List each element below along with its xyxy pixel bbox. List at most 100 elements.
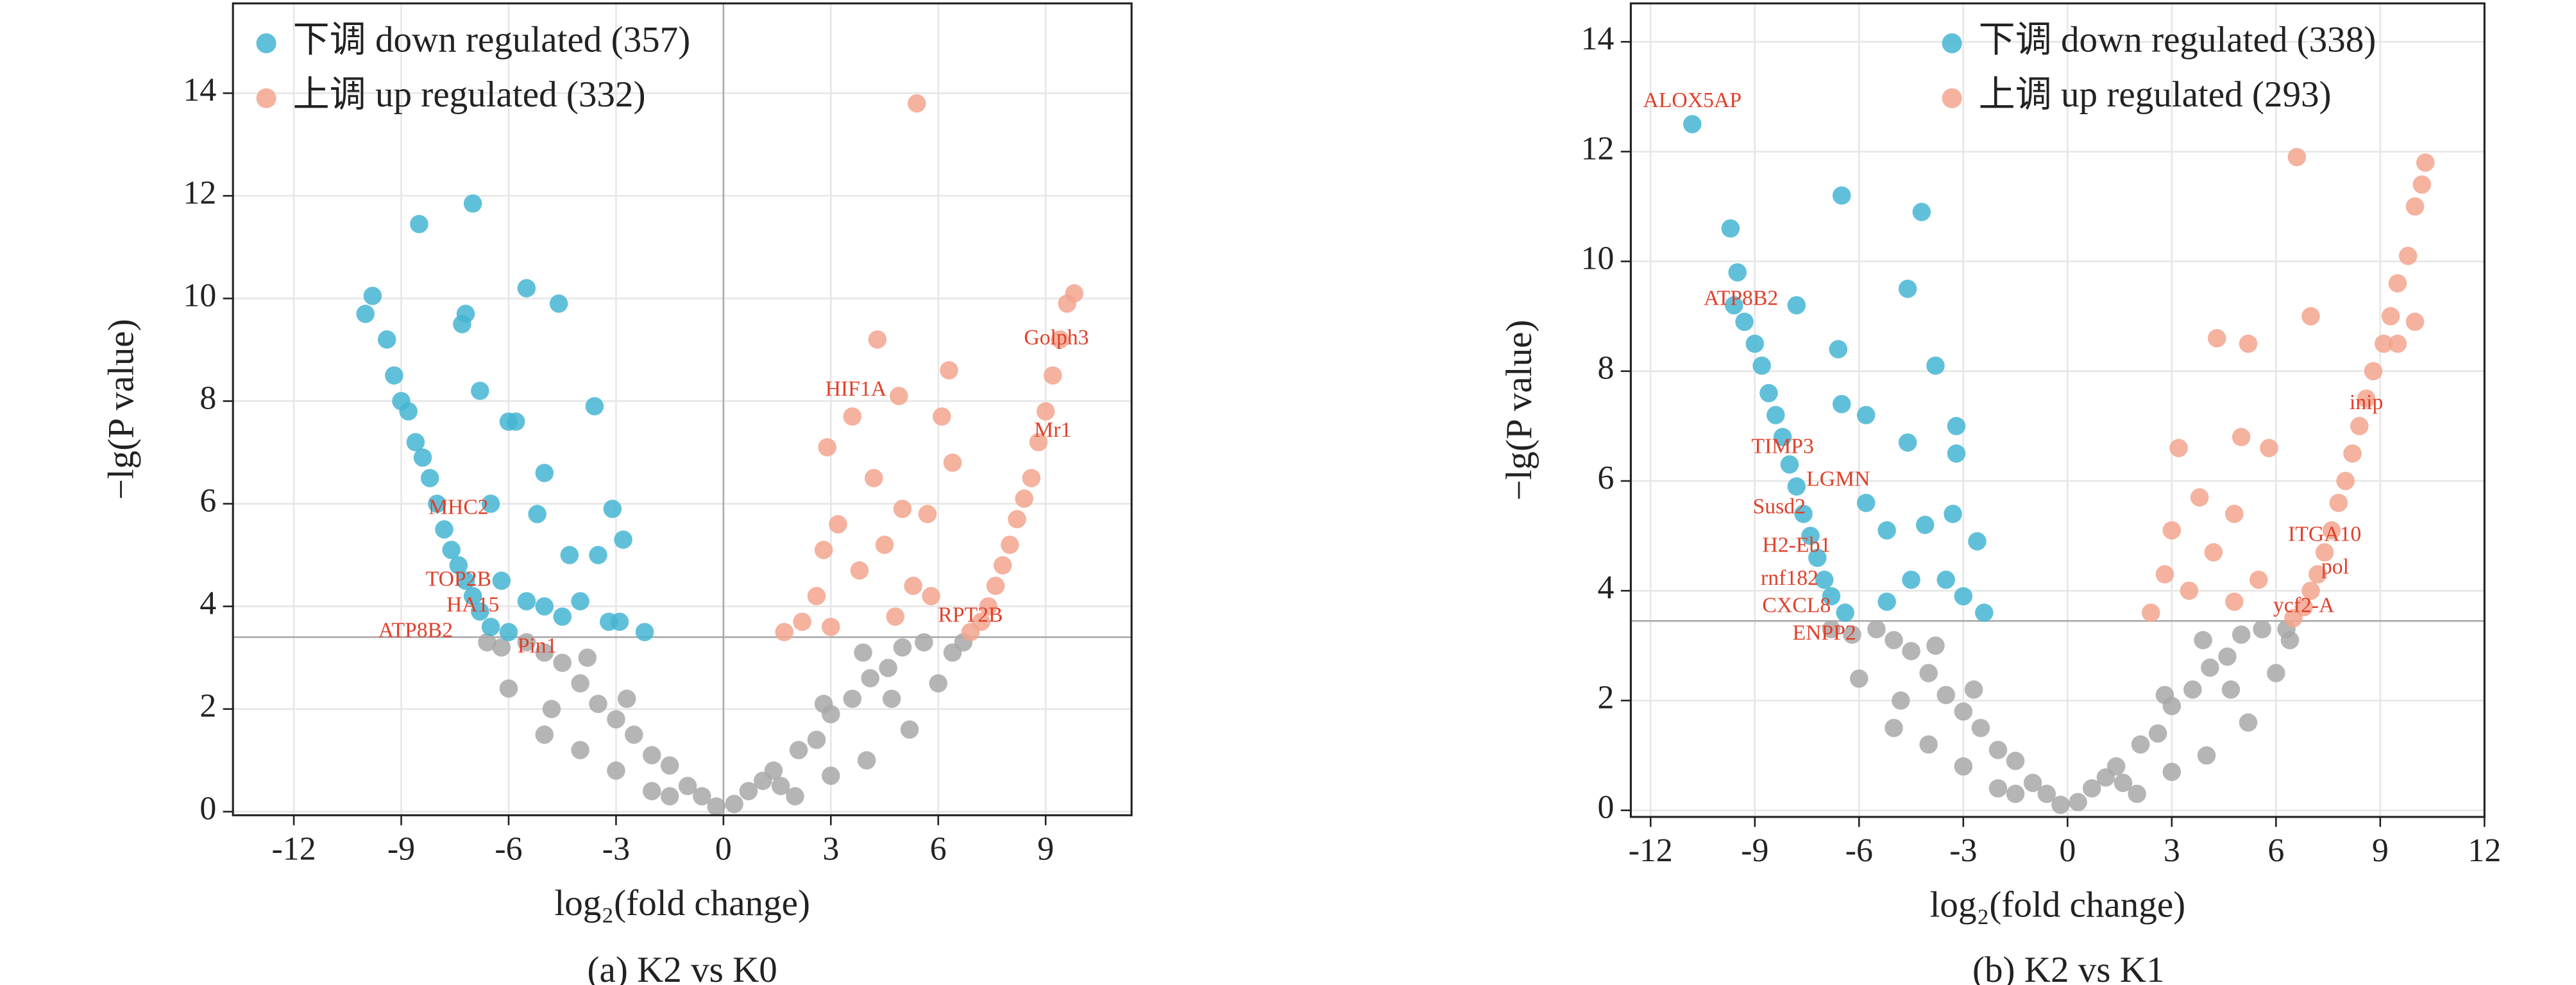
data-point — [2309, 565, 2327, 584]
data-point — [517, 633, 536, 652]
data-point — [904, 577, 922, 595]
data-point — [2069, 793, 2087, 812]
data-point — [2114, 773, 2133, 793]
y-tick-label: 8 — [199, 380, 216, 416]
annotation: MHC2 — [428, 495, 489, 519]
x-tick-label: -9 — [387, 830, 415, 867]
data-point — [1001, 535, 1019, 554]
data-point — [492, 638, 511, 657]
data-point — [1787, 296, 1806, 315]
data-point — [406, 433, 425, 451]
data-point — [807, 587, 826, 605]
data-point — [2416, 153, 2435, 172]
data-point — [549, 294, 568, 313]
data-point — [1902, 642, 1920, 661]
data-point — [929, 674, 948, 693]
x-tick-label: -12 — [1629, 832, 1673, 869]
data-point — [2287, 147, 2307, 167]
data-point — [1829, 340, 1848, 358]
annotation: TIMP3 — [1751, 434, 1813, 458]
data-point — [1832, 186, 1851, 205]
data-point — [553, 653, 572, 672]
data-point — [1892, 691, 1910, 710]
y-tick-label: 0 — [1598, 789, 1614, 826]
data-point — [1015, 489, 1033, 508]
data-point — [481, 618, 500, 636]
data-point — [879, 659, 897, 677]
data-point — [435, 520, 453, 539]
data-point — [607, 761, 625, 780]
data-point — [818, 438, 836, 457]
y-tick-label: 6 — [199, 482, 216, 519]
annotation: Golph3 — [1024, 326, 1089, 349]
data-point — [2142, 603, 2160, 622]
data-point — [829, 515, 847, 534]
x-tick-label: 9 — [2372, 832, 2389, 869]
data-point — [2322, 521, 2341, 540]
data-point — [356, 305, 375, 323]
data-point — [907, 94, 926, 113]
data-point — [2155, 686, 2174, 705]
legend-label: 上调 up regulated (293) — [1979, 74, 2332, 115]
data-point — [410, 215, 428, 233]
data-point — [2207, 329, 2226, 348]
data-point — [635, 623, 654, 641]
data-point — [1919, 664, 1938, 682]
data-point — [449, 556, 468, 575]
data-point — [1815, 570, 1834, 589]
legend-label: 上调 up regulated (332) — [293, 74, 646, 115]
data-point — [571, 741, 589, 759]
data-point — [1915, 516, 1935, 534]
annotation: TOP2B — [426, 567, 491, 591]
data-point — [875, 535, 894, 554]
data-point — [413, 448, 432, 467]
data-point — [814, 541, 833, 559]
y-tick-label: 14 — [1581, 21, 1614, 57]
data-point — [1947, 417, 1966, 435]
annotation: Pin1 — [518, 634, 557, 657]
data-point — [2169, 439, 2188, 457]
data-point — [517, 592, 536, 610]
plot: -12 -9 -6 -3 0 3 6 9 12 0 2 4 6 8 10 12 14 ALOX5AP ATP8B2 T… — [1499, 2, 2501, 985]
data-point — [764, 761, 783, 780]
data-point — [589, 546, 607, 564]
data-point — [1912, 203, 1931, 221]
y-axis-label: −lg(P value) — [101, 319, 142, 500]
data-point — [707, 797, 725, 816]
legend-marker — [256, 88, 276, 108]
data-point — [2284, 609, 2303, 628]
data-point — [499, 623, 518, 641]
x-tick-label: 0 — [715, 830, 732, 867]
annotation: CXCL8 — [1762, 594, 1831, 618]
data-point — [481, 494, 500, 513]
y-tick-label: 6 — [1598, 460, 1614, 496]
data-point — [471, 382, 489, 400]
data-point — [2037, 784, 2056, 804]
y-tick-label: 10 — [183, 277, 216, 314]
annotation: ycf2-A — [2273, 594, 2335, 618]
data-point — [1008, 510, 1026, 528]
data-point — [1964, 680, 1983, 699]
x-tick-label: -12 — [272, 830, 316, 867]
data-point — [854, 643, 872, 662]
data-point — [535, 464, 554, 482]
chart-title: (b) K2 vs K1 — [1972, 950, 2165, 985]
x-tick-label: 12 — [2468, 832, 2501, 869]
data-point — [2350, 417, 2369, 435]
data-point — [2343, 444, 2362, 463]
data-point — [1936, 570, 1955, 589]
data-point — [2388, 274, 2407, 293]
data-point — [585, 397, 604, 416]
data-point — [453, 315, 471, 333]
data-point — [1036, 402, 1055, 421]
legend-label: 下调 down regulated (357) — [293, 20, 691, 60]
data-point — [2364, 362, 2383, 381]
data-point — [625, 725, 643, 744]
data-point — [725, 795, 743, 813]
data-point — [1954, 702, 1973, 721]
data-point — [1759, 383, 1778, 403]
data-point — [1975, 603, 1994, 622]
data-point — [463, 194, 482, 213]
data-point — [456, 571, 475, 590]
data-point — [1801, 526, 1820, 545]
